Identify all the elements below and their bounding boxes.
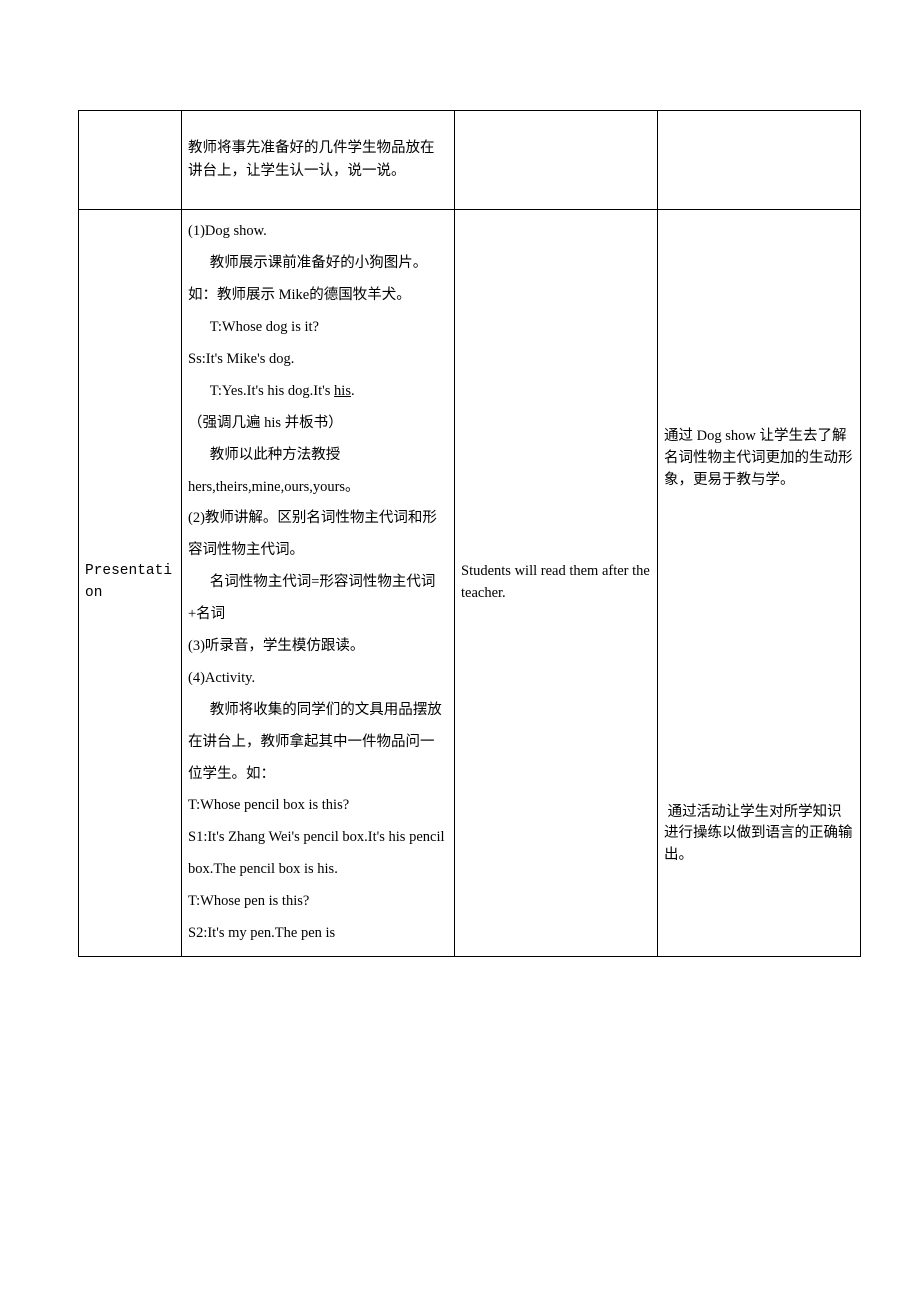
teacher-line: (2)教师讲解。区别名词性物主代词和形容词性物主代词。 bbox=[188, 503, 448, 567]
spacer bbox=[664, 492, 854, 802]
student-activity-cell: Students will read them after the teache… bbox=[455, 210, 658, 956]
purpose-cell-empty bbox=[658, 111, 861, 210]
teacher-line: (1)Dog show. bbox=[188, 216, 448, 248]
teacher-line: T:Yes.It's his dog.It's his. bbox=[188, 376, 448, 408]
teacher-activity-cell: (1)Dog show. 教师展示课前准备好的小狗图片。如：教师展示 Mike的… bbox=[182, 210, 455, 956]
purpose-cell: 通过 Dog show 让学生去了解名词性物主代词更加的生动形象，更易于教与学。… bbox=[658, 210, 861, 956]
stage-cell: Presentation bbox=[79, 210, 182, 956]
teacher-line: （强调几遍 his 并板书） bbox=[188, 408, 448, 440]
teacher-line: 教师以此种方法教授hers,theirs,mine,ours,yours。 bbox=[188, 440, 448, 504]
purpose-text: 通过 Dog show 让学生去了解名词性物主代词更加的生动形象，更易于教与学。 bbox=[664, 426, 854, 491]
teacher-text: 教师将事先准备好的几件学生物品放在讲台上，让学生认一认，说一说。 bbox=[188, 140, 435, 179]
teacher-activity-cell: 教师将事先准备好的几件学生物品放在讲台上，让学生认一认，说一说。 bbox=[182, 111, 455, 210]
student-text: Students will read them after the teache… bbox=[461, 563, 650, 601]
teacher-line: 教师展示课前准备好的小狗图片。如：教师展示 Mike的德国牧羊犬。 bbox=[188, 248, 448, 312]
teacher-line: T:Whose pen is this? bbox=[188, 886, 448, 918]
stage-label: Presentation bbox=[85, 563, 172, 601]
lesson-plan-table: 教师将事先准备好的几件学生物品放在讲台上，让学生认一认，说一说。 Present… bbox=[78, 110, 861, 957]
spacer bbox=[664, 216, 854, 426]
teacher-line: 教师将收集的同学们的文具用品摆放在讲台上，教师拿起其中一件物品问一位学生。如： bbox=[188, 695, 448, 791]
table-row: 教师将事先准备好的几件学生物品放在讲台上，让学生认一认，说一说。 bbox=[79, 111, 861, 210]
document-page: 教师将事先准备好的几件学生物品放在讲台上，让学生认一认，说一说。 Present… bbox=[0, 0, 920, 997]
table-row: Presentation (1)Dog show. 教师展示课前准备好的小狗图片… bbox=[79, 210, 861, 956]
teacher-line: S1:It's Zhang Wei's pencil box.It's his … bbox=[188, 822, 448, 886]
underlined-word: his bbox=[334, 383, 351, 399]
student-activity-cell-empty bbox=[455, 111, 658, 210]
stage-cell-empty bbox=[79, 111, 182, 210]
teacher-line: S2:It's my pen.The pen is bbox=[188, 918, 448, 950]
teacher-line: T:Whose dog is it? bbox=[188, 312, 448, 344]
teacher-line: Ss:It's Mike's dog. bbox=[188, 344, 448, 376]
teacher-line: 名词性物主代词=形容词性物主代词+名词 bbox=[188, 567, 448, 631]
purpose-text: 通过活动让学生对所学知识进行操练以做到语言的正确输出。 bbox=[664, 802, 854, 867]
teacher-line: (4)Activity. bbox=[188, 663, 448, 695]
teacher-line: (3)听录音，学生模仿跟读。 bbox=[188, 631, 448, 663]
teacher-line: T:Whose pencil box is this? bbox=[188, 790, 448, 822]
